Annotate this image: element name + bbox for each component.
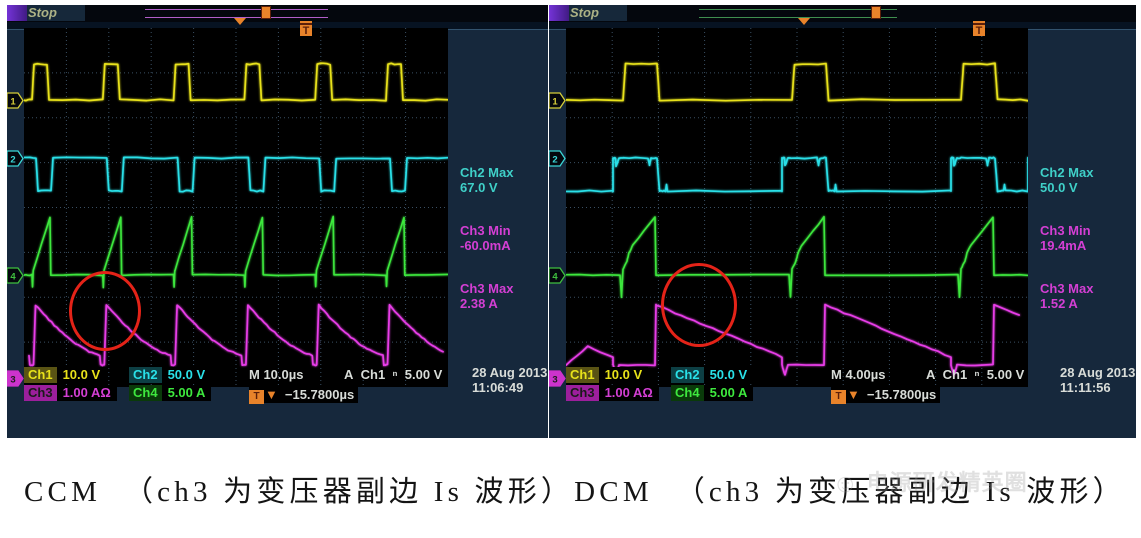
svg-text:2: 2 [552,154,557,165]
svg-text:3: 3 [10,374,15,385]
svg-text:2: 2 [10,154,15,165]
svg-text:3: 3 [552,374,557,385]
svg-text:1: 1 [10,96,16,107]
svg-text:1: 1 [552,96,558,107]
svg-text:4: 4 [10,271,16,282]
svg-text:4: 4 [552,271,558,282]
